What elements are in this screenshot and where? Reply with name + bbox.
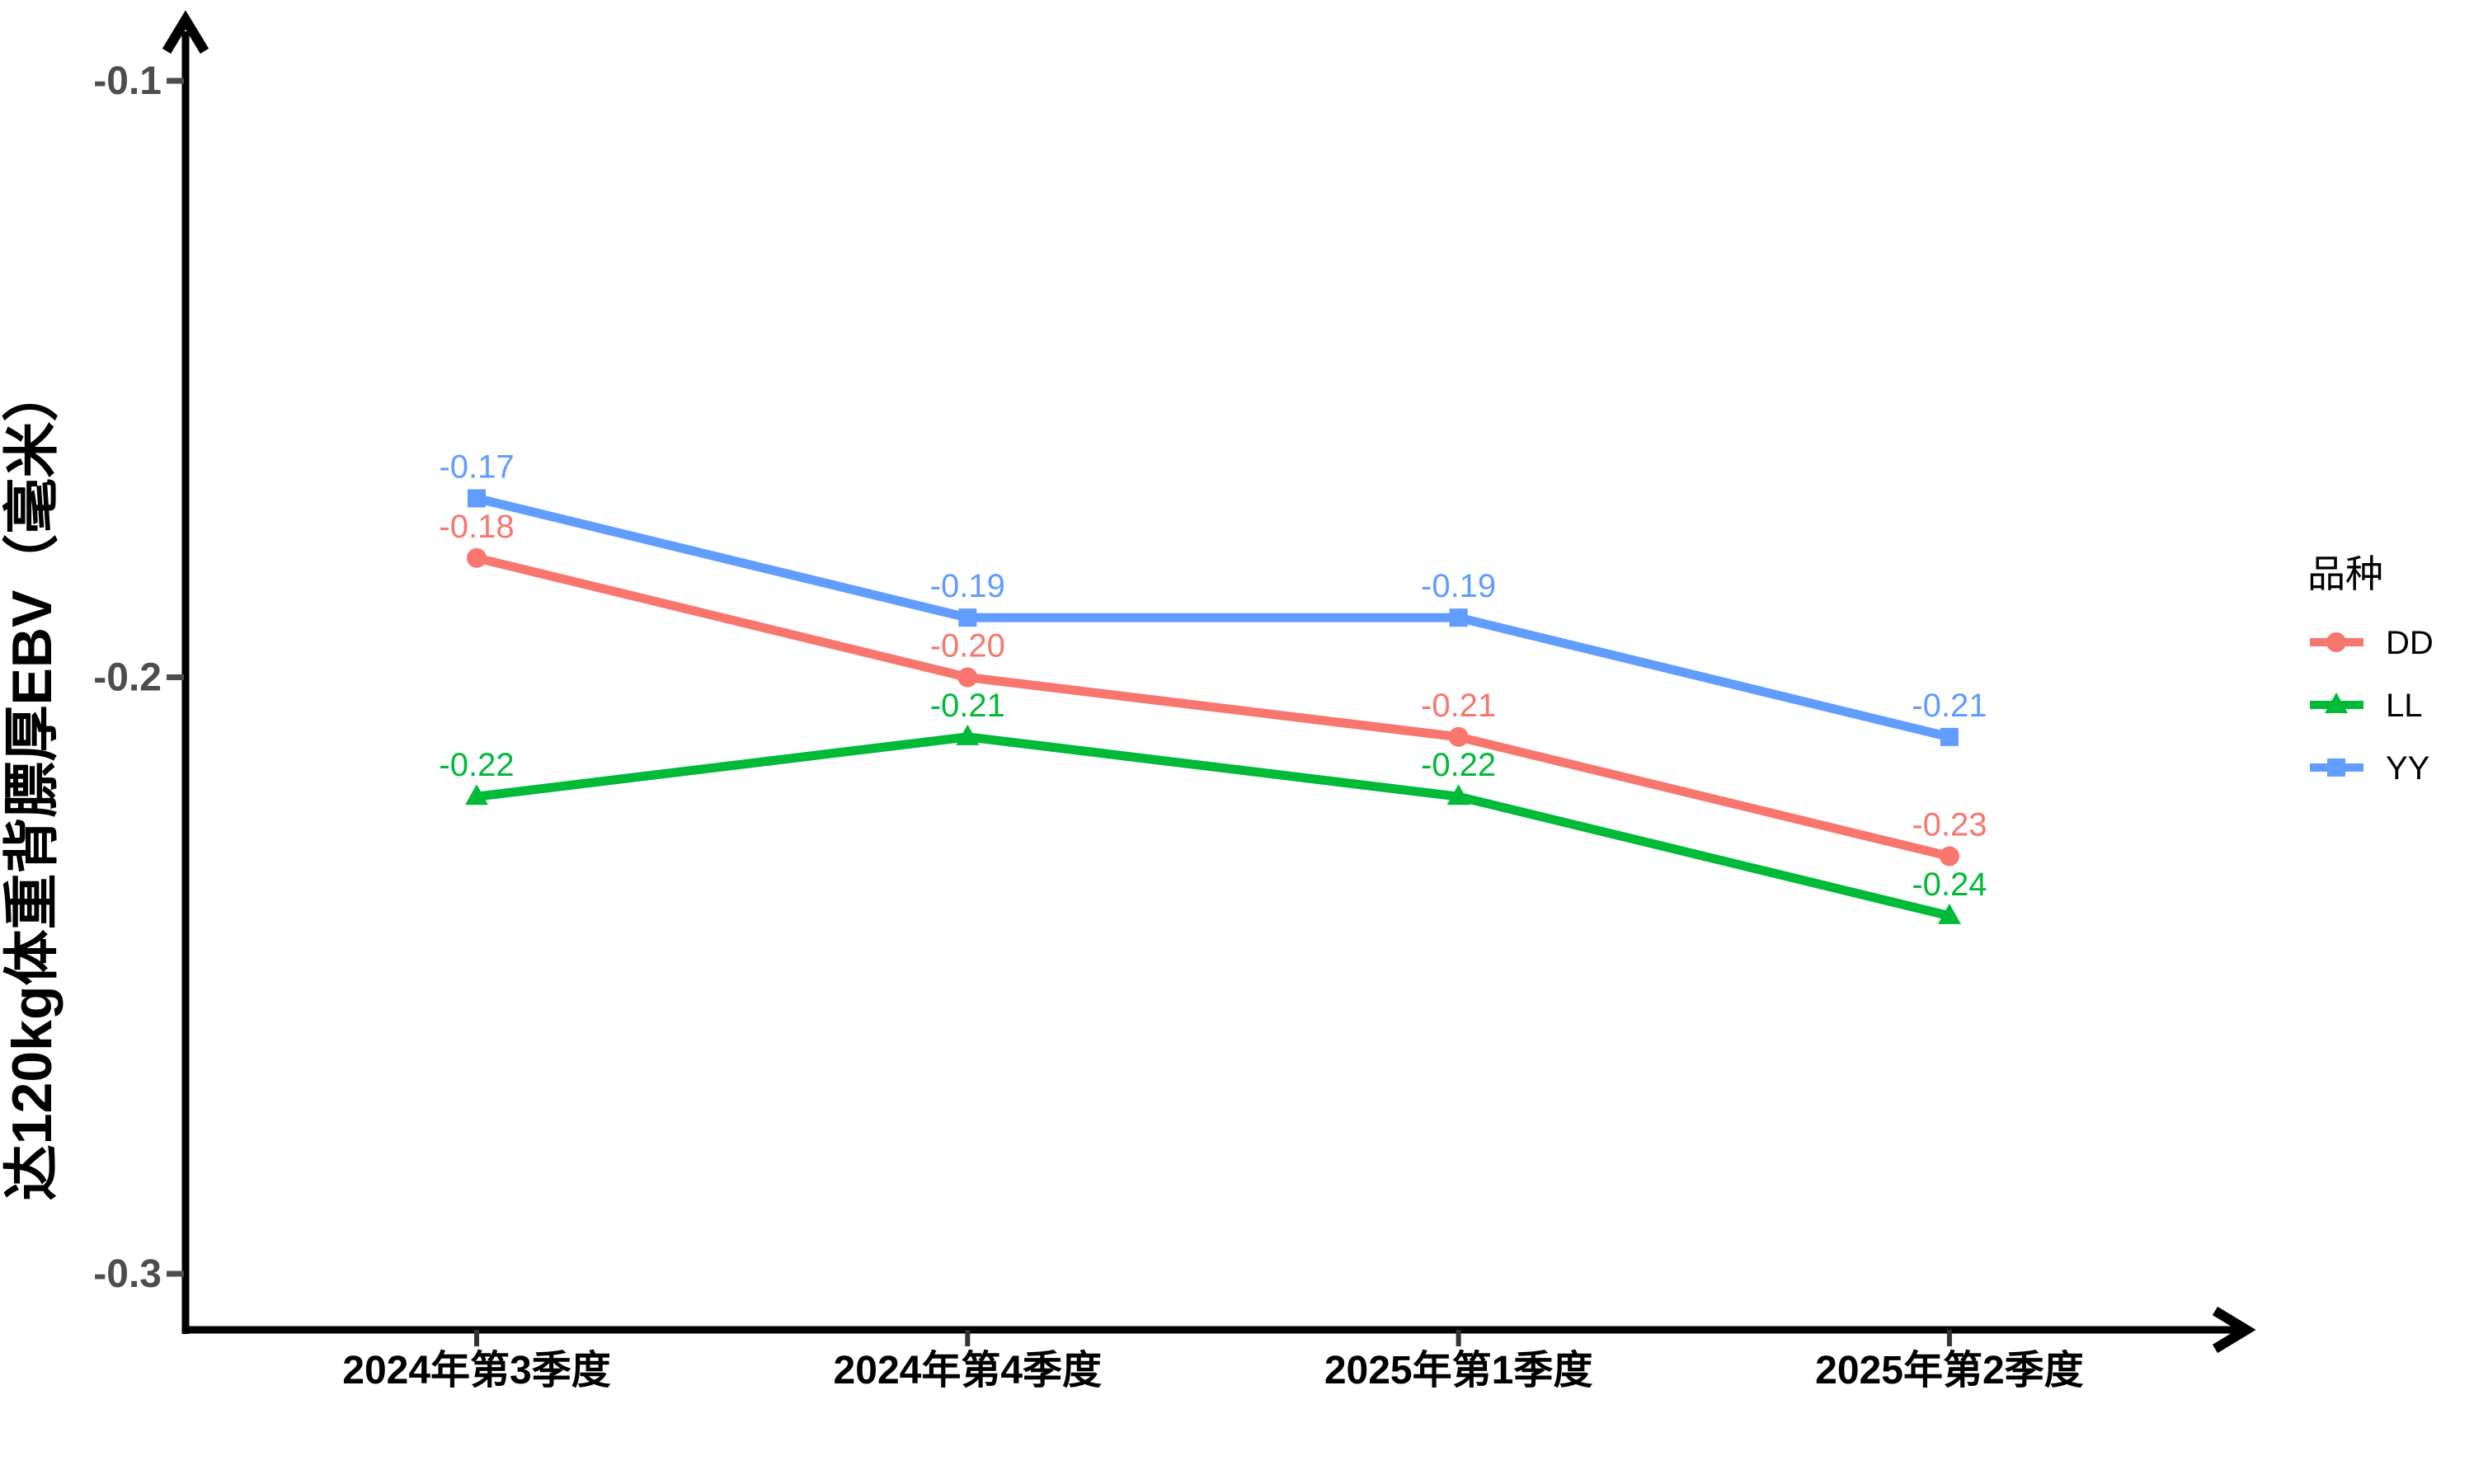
value-label-DD: -0.23 bbox=[1912, 807, 1987, 843]
data-point-DD bbox=[957, 667, 978, 688]
data-point-DD bbox=[1939, 846, 1959, 866]
value-label-YY: -0.19 bbox=[1421, 568, 1496, 604]
legend-label-YY: YY bbox=[2386, 750, 2429, 787]
value-label-LL: -0.22 bbox=[1421, 747, 1496, 783]
value-label-DD: -0.21 bbox=[1421, 688, 1496, 724]
data-point-DD bbox=[467, 547, 487, 568]
data-point-DD bbox=[1448, 726, 1469, 747]
series-LL: -0.22 -0.21 -0.22 -0.24 bbox=[439, 688, 1987, 924]
x-axis: 2024年第3季度 2024年第4季度 2025年第1季度 2025年第2季度 bbox=[182, 1306, 2256, 1392]
data-point-LL bbox=[465, 784, 488, 805]
legend-label-DD: DD bbox=[2386, 625, 2434, 661]
series-layer: -0.18 -0.20 -0.21 -0.23 -0.22 -0.21 -0.22 -0.24… bbox=[439, 448, 1987, 924]
series-YY: -0.17 -0.19 -0.19 -0.21 bbox=[439, 448, 1987, 746]
data-point-YY bbox=[958, 608, 977, 627]
y-axis-title: 达120kg体重背膘厚EBV（毫米） bbox=[1, 366, 63, 1201]
series-DD: -0.18 -0.20 -0.21 -0.23 bbox=[439, 509, 1987, 866]
x-tick-label: 2025年第2季度 bbox=[1815, 1349, 2083, 1392]
value-label-DD: -0.18 bbox=[439, 509, 514, 545]
value-label-YY: -0.17 bbox=[439, 448, 514, 485]
series-line-LL bbox=[476, 732, 1951, 921]
y-tick-label: -0.1 bbox=[93, 59, 162, 103]
value-label-YY: -0.21 bbox=[1912, 688, 1987, 724]
series-line-DD bbox=[475, 553, 1951, 861]
value-label-LL: -0.24 bbox=[1912, 866, 1987, 903]
legend-label-LL: LL bbox=[2386, 688, 2423, 724]
legend-title: 品种 bbox=[2307, 552, 2383, 595]
data-point-legend-LL bbox=[2325, 693, 2348, 713]
x-tick-label: 2025年第1季度 bbox=[1324, 1349, 1592, 1392]
y-axis-ticks: -0.1 -0.2 -0.3 bbox=[93, 59, 184, 1296]
y-axis-arrow-icon bbox=[162, 10, 209, 54]
data-point-YY bbox=[468, 489, 486, 508]
data-point-YY bbox=[1940, 727, 1959, 746]
data-point-LL bbox=[1937, 903, 1961, 924]
y-tick-label: -0.3 bbox=[93, 1252, 162, 1296]
x-tick-label: 2024年第4季度 bbox=[834, 1349, 1102, 1392]
y-axis: -0.1 -0.2 -0.3 bbox=[93, 10, 209, 1334]
legend-entry-YY: YY bbox=[2310, 750, 2429, 787]
data-point-legend-DD bbox=[2326, 632, 2346, 652]
data-point-YY bbox=[1449, 608, 1468, 627]
x-tick-label: 2024年第3季度 bbox=[342, 1349, 610, 1392]
x-axis-ticks: 2024年第3季度 2024年第4季度 2025年第1季度 2025年第2季度 bbox=[342, 1330, 2084, 1392]
value-label-LL: -0.22 bbox=[439, 747, 514, 783]
legend-entry-DD: DD bbox=[2310, 625, 2434, 661]
value-label-YY: -0.19 bbox=[930, 568, 1005, 604]
y-tick-label: -0.2 bbox=[93, 656, 162, 700]
value-label-DD: -0.20 bbox=[930, 628, 1005, 665]
data-point-LL bbox=[956, 724, 980, 745]
series-line-YY bbox=[475, 494, 1951, 742]
value-label-LL: -0.21 bbox=[930, 688, 1005, 724]
data-point-LL bbox=[1446, 784, 1470, 805]
data-point-legend-YY bbox=[2327, 758, 2345, 777]
legend-entry-LL: LL bbox=[2310, 688, 2423, 724]
x-axis-arrow-icon bbox=[2212, 1306, 2256, 1354]
